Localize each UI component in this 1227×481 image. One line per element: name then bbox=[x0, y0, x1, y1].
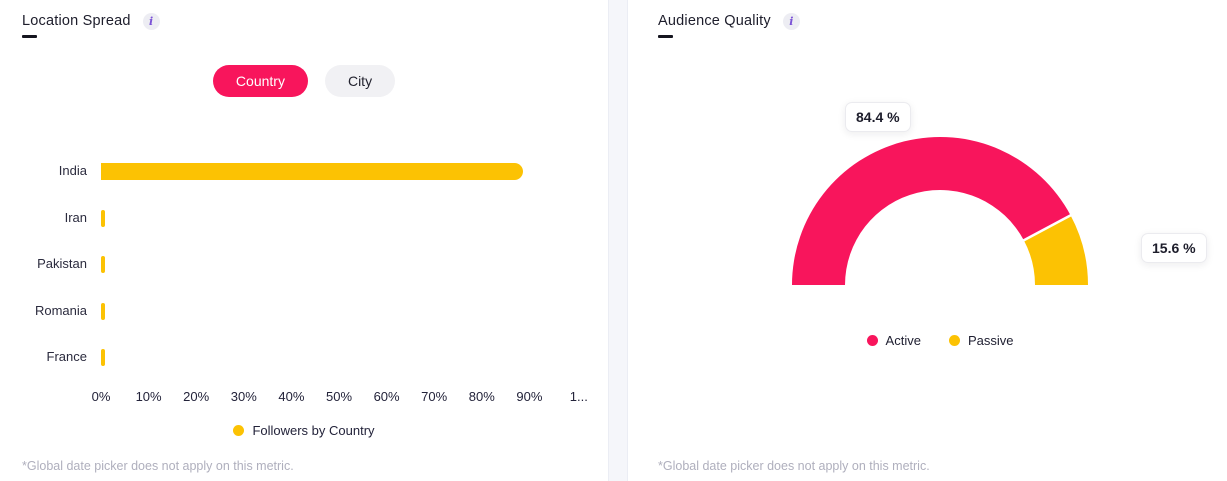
bar-row: Pakistan bbox=[0, 255, 608, 274]
x-tick: 80% bbox=[468, 389, 495, 404]
page-title-location-spread: Location Spread bbox=[22, 13, 131, 29]
x-tick: 0% bbox=[91, 389, 111, 404]
active-value-badge: 84.4 % bbox=[845, 102, 911, 132]
category-label: France bbox=[46, 349, 87, 365]
category-label: India bbox=[58, 163, 87, 178]
bar-iran[interactable] bbox=[101, 209, 105, 227]
bar-france[interactable] bbox=[101, 349, 105, 367]
legend-item-passive[interactable]: Passive bbox=[948, 333, 1014, 348]
legend-item-active[interactable]: Active bbox=[866, 333, 921, 348]
x-tick: 20% bbox=[183, 389, 210, 404]
gauge-segment-divider bbox=[1022, 213, 1073, 242]
audience-quality-panel: Audience Quality i 84.4 % 15.6 % Active … bbox=[628, 0, 1227, 481]
title-underline bbox=[658, 35, 673, 38]
legend-label-passive: Passive bbox=[967, 333, 1014, 348]
audience-quality-header: Audience Quality i bbox=[658, 13, 800, 38]
bar-pakistan[interactable] bbox=[101, 256, 105, 274]
passive-value-badge: 15.6 % bbox=[1141, 233, 1207, 263]
category-label: Pakistan bbox=[37, 256, 87, 272]
x-tick: 90% bbox=[516, 389, 543, 404]
legend-dot-active bbox=[866, 335, 878, 346]
bar-row: Iran bbox=[0, 209, 608, 227]
gauge-svg bbox=[792, 137, 1088, 285]
bar-india[interactable] bbox=[101, 163, 524, 180]
country-city-toggle: Country City bbox=[0, 65, 608, 97]
info-icon[interactable]: i bbox=[782, 13, 800, 30]
gauge-chart bbox=[790, 135, 1090, 290]
bar-row: Romania bbox=[0, 302, 608, 320]
bar-chart-legend[interactable]: Followers by Country bbox=[0, 423, 608, 438]
bar-row: France bbox=[0, 348, 608, 367]
location-spread-header: Location Spread i bbox=[22, 13, 160, 38]
legend-dot-passive bbox=[948, 335, 960, 346]
x-tick: 40% bbox=[278, 389, 305, 404]
x-tick: 50% bbox=[325, 389, 353, 404]
panel-divider bbox=[608, 0, 628, 481]
country-toggle-button[interactable]: Country bbox=[212, 65, 308, 97]
gauge-segment-active bbox=[792, 137, 1071, 285]
city-toggle-button[interactable]: City bbox=[324, 65, 396, 97]
footnote: *Global date picker does not apply on th… bbox=[658, 459, 930, 473]
bar-row: India bbox=[0, 162, 608, 180]
legend-label-followers: Followers by Country bbox=[252, 423, 375, 438]
bar-romania[interactable] bbox=[101, 302, 105, 320]
gauge-legend: Active Passive bbox=[790, 333, 1090, 348]
category-label: Romania bbox=[34, 302, 87, 318]
footnote: *Global date picker does not apply on th… bbox=[22, 459, 294, 473]
x-tick: 70% bbox=[421, 389, 448, 404]
legend-dot-followers bbox=[233, 425, 245, 436]
page-title-audience-quality: Audience Quality bbox=[658, 13, 771, 29]
title-block: Location Spread bbox=[22, 13, 131, 38]
x-tick: 60% bbox=[373, 389, 400, 404]
x-tick: 30% bbox=[230, 389, 257, 404]
legend-label-active: Active bbox=[885, 333, 921, 348]
info-icon[interactable]: i bbox=[142, 13, 160, 30]
location-spread-panel: Location Spread i Country City India Iran… bbox=[0, 0, 608, 481]
title-block: Audience Quality bbox=[658, 13, 771, 38]
x-tick: 10% bbox=[135, 389, 162, 404]
title-underline bbox=[22, 35, 37, 38]
category-label: Iran bbox=[64, 209, 87, 225]
x-tick: 1... bbox=[569, 389, 588, 404]
